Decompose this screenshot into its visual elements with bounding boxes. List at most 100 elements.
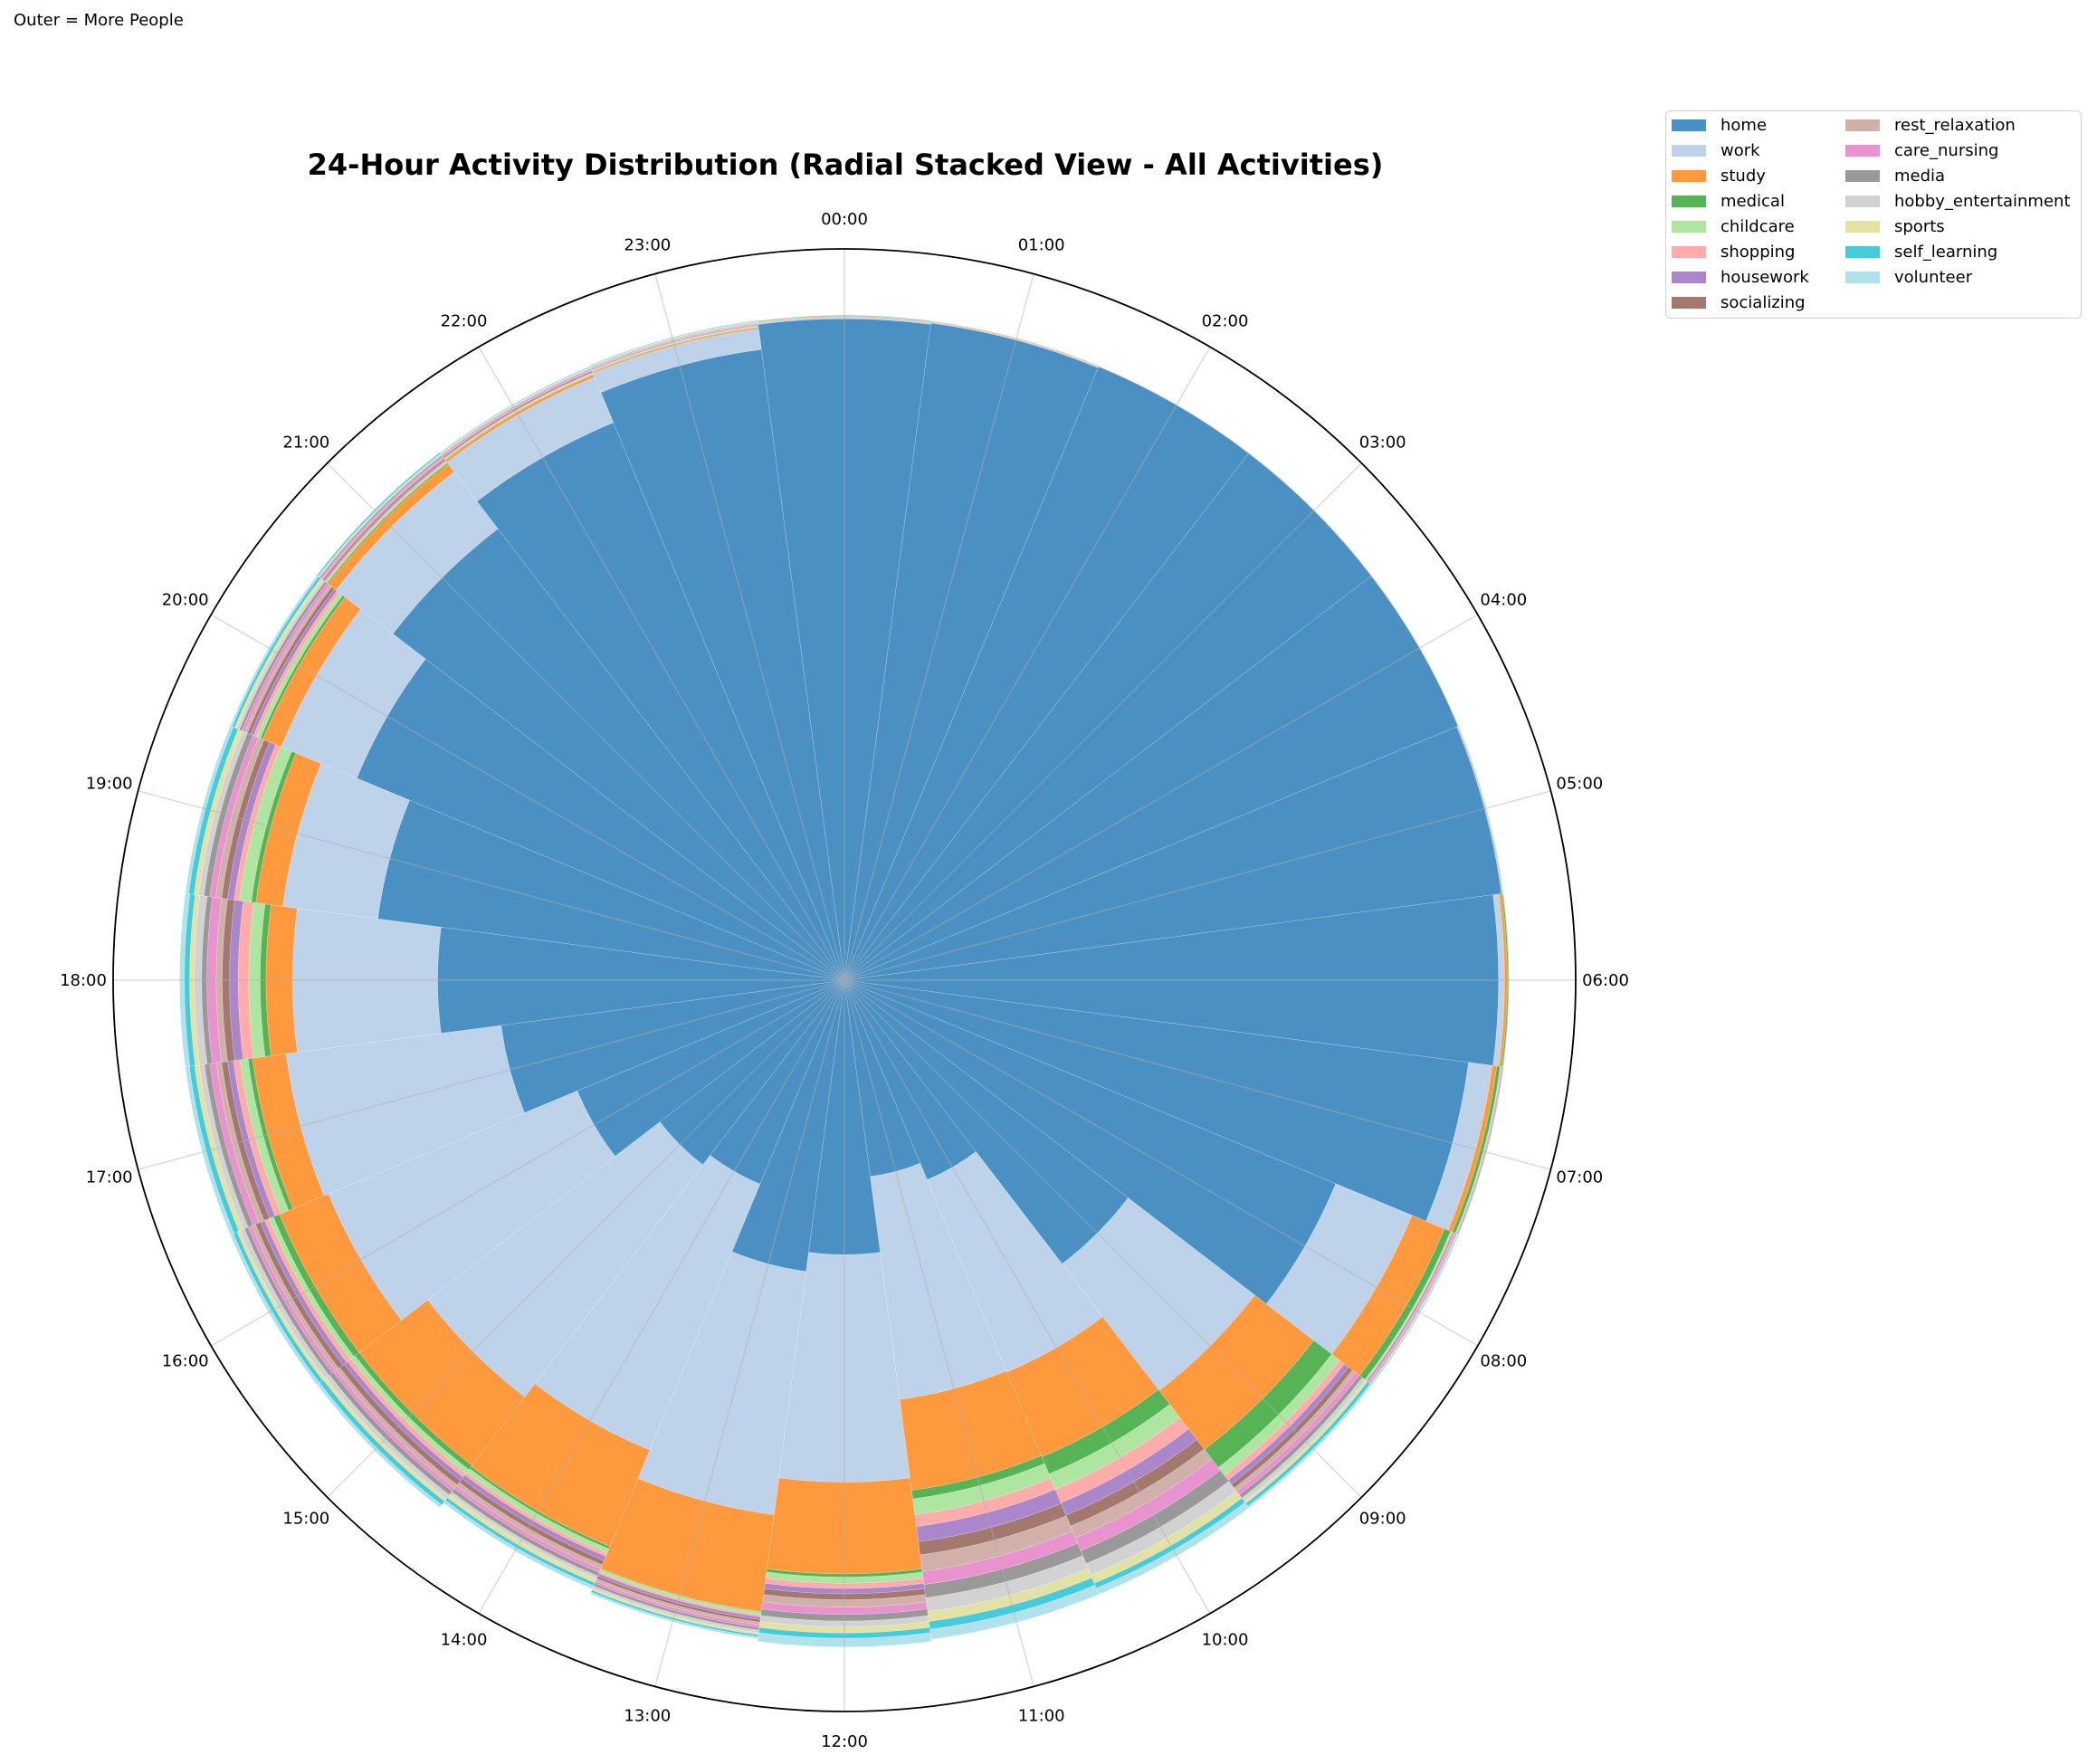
legend-swatch: [1672, 119, 1706, 131]
bar-volunteer-21:00: [316, 452, 441, 577]
legend-label: self_learning: [1894, 242, 1998, 262]
hour-tick-label: 11:00: [1018, 1706, 1065, 1725]
hour-tick-label: 16:00: [162, 1352, 209, 1371]
legend-swatch: [1672, 195, 1706, 207]
legend-label: home: [1720, 115, 1768, 135]
hour-tick-label: 04:00: [1480, 591, 1527, 610]
legend: home work study medical childcare shopping hou…: [1665, 110, 2082, 319]
angular-gridline: [478, 346, 845, 981]
hour-tick-label: 19:00: [86, 774, 133, 793]
angular-gridline: [654, 273, 845, 981]
polar-outer-spine: [112, 248, 1577, 1712]
legend-item-medical: medical: [1672, 188, 1785, 214]
angular-gridline: [844, 979, 1479, 1347]
legend-swatch: [1672, 271, 1706, 283]
legend-label: childcare: [1720, 216, 1795, 236]
legend-item-home: home: [1672, 112, 1767, 138]
angular-gridline: [654, 979, 845, 1687]
angular-gridline: [210, 979, 845, 1347]
hour-tick-label: 22:00: [441, 312, 488, 331]
legend-item-shopping: shopping: [1672, 239, 1796, 264]
hour-tick-label: 01:00: [1018, 236, 1065, 255]
angular-gridline: [327, 979, 845, 1498]
legend-swatch: [1845, 245, 1880, 258]
legend-item-work: work: [1672, 138, 1760, 163]
legend-label: study: [1720, 166, 1766, 186]
hour-tick-label: 07:00: [1556, 1168, 1603, 1187]
angular-gridline: [138, 979, 845, 1170]
hour-tick-label: 20:00: [162, 591, 209, 610]
legend-swatch: [1845, 119, 1880, 131]
hour-tick-label: 06:00: [1582, 971, 1629, 990]
angular-gridline: [844, 346, 1211, 981]
legend-item-volunteer: volunteer: [1845, 264, 1972, 290]
legend-swatch: [1672, 220, 1706, 233]
hour-tick-label: 15:00: [282, 1510, 329, 1529]
legend-item-hobby_entertainment: hobby_entertainment: [1845, 188, 2071, 214]
legend-swatch: [1672, 296, 1706, 309]
angular-gridline: [844, 979, 1551, 1170]
legend-item-housework: housework: [1672, 264, 1809, 290]
legend-label: shopping: [1720, 242, 1796, 262]
legend-swatch: [1845, 169, 1880, 182]
legend-label: medical: [1720, 191, 1785, 211]
legend-label: volunteer: [1894, 267, 1973, 287]
hour-tick-label: 03:00: [1359, 433, 1406, 452]
hour-tick-label: 05:00: [1556, 774, 1603, 793]
legend-label: work: [1720, 140, 1760, 160]
legend-label: care_nursing: [1894, 140, 1999, 160]
chart-title: 24-Hour Activity Distribution (Radial St…: [308, 148, 1384, 182]
legend-item-media: media: [1845, 163, 1945, 188]
angular-gridline: [844, 979, 1362, 1498]
hour-tick-label: 18:00: [60, 971, 107, 990]
legend-item-childcare: childcare: [1672, 214, 1795, 239]
hour-tick-label: 12:00: [821, 1732, 868, 1751]
legend-item-care_nursing: care_nursing: [1845, 138, 1998, 163]
legend-label: sports: [1894, 216, 1945, 236]
hour-tick-label: 10:00: [1202, 1630, 1249, 1649]
hour-tick-label: 02:00: [1202, 312, 1249, 331]
angular-gridline: [210, 614, 845, 981]
legend-item-sports: sports: [1845, 214, 1945, 239]
legend-label: housework: [1720, 267, 1809, 287]
legend-label: media: [1894, 166, 1946, 186]
legend-swatch: [1845, 271, 1880, 283]
bars-layer: [179, 315, 1510, 1647]
legend-swatch: [1672, 169, 1706, 182]
hour-tick-label: 00:00: [821, 210, 868, 229]
legend-label: rest_relaxation: [1894, 115, 2016, 135]
angular-gridline: [138, 790, 845, 981]
angular-gridline: [327, 462, 845, 981]
legend-swatch: [1845, 144, 1880, 157]
legend-label: hobby_entertainment: [1894, 191, 2071, 211]
angular-gridline: [844, 790, 1551, 981]
angular-gridline: [478, 979, 845, 1615]
angular-gridline: [844, 273, 1034, 981]
hour-tick-label: 14:00: [441, 1630, 488, 1649]
hour-tick-label: 09:00: [1359, 1510, 1406, 1529]
hour-tick-labels: 00:00 01:00 02:00 03:00 04:00 05:00 06:00 07:00…: [60, 210, 1629, 1751]
annotation-text: Outer = More People: [14, 11, 184, 30]
legend-item-self_learning: self_learning: [1845, 239, 1997, 264]
legend-swatch: [1845, 220, 1880, 233]
polar-center: [841, 977, 848, 984]
legend-item-study: study: [1672, 163, 1766, 188]
angular-gridline: [844, 979, 1211, 1615]
angular-gridline: [844, 614, 1479, 981]
bar-volunteer-12:00: [757, 1632, 932, 1647]
hour-tick-label: 23:00: [624, 236, 671, 255]
legend-item-rest_relaxation: rest_relaxation: [1845, 112, 2016, 138]
hour-tick-label: 21:00: [282, 433, 329, 452]
bar-self_learning-23:00: [589, 319, 758, 367]
angular-gridline: [844, 979, 1034, 1687]
legend-swatch: [1672, 144, 1706, 157]
legend-item-socializing: socializing: [1672, 290, 1806, 315]
legend-label: socializing: [1720, 292, 1806, 312]
hour-tick-label: 08:00: [1480, 1352, 1527, 1371]
legend-swatch: [1845, 195, 1880, 207]
legend-swatch: [1672, 245, 1706, 258]
hour-tick-label: 17:00: [86, 1168, 133, 1187]
angular-gridline: [844, 462, 1362, 981]
grid-layer: [112, 248, 1577, 1712]
